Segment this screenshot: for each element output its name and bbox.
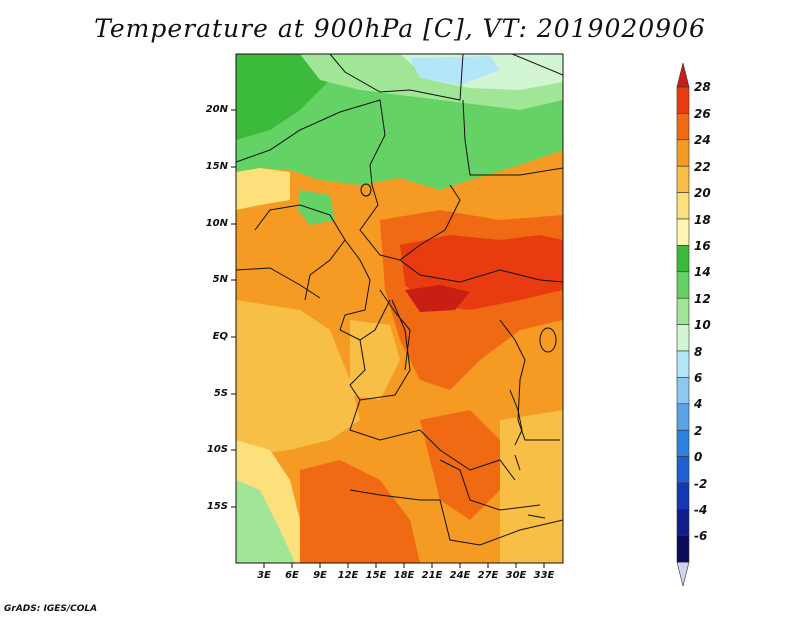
border-cameroon bbox=[339, 239, 391, 341]
colorbar-segment bbox=[676, 192, 690, 220]
colorbar-label: 16 bbox=[694, 239, 711, 253]
lakes bbox=[360, 183, 557, 519]
colorbar-segment bbox=[676, 297, 690, 325]
border-east-lakes bbox=[499, 319, 560, 441]
footer-credit: GrADS: IGES/COLA bbox=[4, 604, 98, 614]
lat-label-15s: 15S bbox=[206, 501, 228, 512]
lat-label-10n: 10N bbox=[205, 218, 228, 229]
map-frame bbox=[235, 53, 564, 564]
lake-kariba bbox=[527, 514, 546, 519]
colorbar-label: 10 bbox=[694, 318, 711, 332]
lake-tanganyika bbox=[509, 389, 523, 446]
border-nigeria bbox=[254, 204, 346, 301]
border-egypt-coast bbox=[510, 54, 563, 76]
border-angola-south bbox=[349, 489, 563, 546]
colorbar-label: 14 bbox=[694, 265, 711, 279]
field-deepred-core bbox=[405, 285, 470, 312]
colorbar-label: 2 bbox=[694, 424, 703, 438]
temperature-field bbox=[236, 54, 563, 563]
field-green-northwest bbox=[236, 54, 330, 140]
lon-label-24e: 24E bbox=[449, 570, 471, 581]
lon-label-27e: 27E bbox=[477, 570, 499, 581]
border-north bbox=[329, 54, 464, 101]
lon-label-15e: 15E bbox=[365, 570, 387, 581]
field-green-southwest bbox=[236, 480, 295, 563]
colorbar-label: 22 bbox=[694, 160, 711, 174]
colorbar-label: 6 bbox=[694, 371, 703, 385]
colorbar-label: 18 bbox=[694, 213, 711, 227]
lon-label-33e: 33E bbox=[533, 570, 555, 581]
lon-label-18e: 18E bbox=[393, 570, 415, 581]
colorbar-segment bbox=[676, 139, 690, 167]
colorbar bbox=[676, 62, 690, 587]
lat-label-eq: EQ bbox=[212, 331, 228, 342]
colorbar-segment bbox=[676, 377, 690, 405]
field-yellow-west bbox=[236, 300, 360, 460]
field-yellow-northwest bbox=[236, 168, 290, 210]
border-niger-chad bbox=[236, 99, 386, 186]
lon-label-12e: 12E bbox=[337, 570, 359, 581]
lake-mweru bbox=[514, 454, 521, 471]
lon-label-9e: 9E bbox=[313, 570, 327, 581]
lake-chad bbox=[360, 183, 372, 197]
field-lightblue-north bbox=[410, 56, 500, 85]
field-yellow-southeast bbox=[500, 410, 563, 563]
colorbar-segment bbox=[676, 403, 690, 431]
border-sudan-north bbox=[462, 99, 563, 176]
lon-label-21e: 21E bbox=[421, 570, 443, 581]
lake-victoria bbox=[539, 327, 557, 353]
lat-ticks bbox=[231, 109, 236, 508]
colorbar-label: 4 bbox=[694, 397, 703, 411]
colorbar-segment bbox=[676, 324, 690, 352]
lat-label-20n: 20N bbox=[205, 104, 228, 115]
colorbar-label: -2 bbox=[694, 477, 708, 491]
field-yellow-gabon bbox=[350, 320, 400, 400]
colorbar-label: 12 bbox=[694, 292, 711, 306]
colorbar-label: 26 bbox=[694, 107, 711, 121]
colorbar-segment bbox=[676, 561, 690, 587]
colorbar-segment bbox=[676, 271, 690, 299]
colorbar-label: -4 bbox=[694, 503, 708, 517]
colorbar-segment bbox=[676, 482, 690, 510]
border-congo-river bbox=[379, 289, 411, 371]
border-zambia bbox=[439, 459, 541, 511]
border-congo bbox=[349, 299, 411, 401]
colorbar-label: 8 bbox=[694, 345, 703, 359]
colorbar-segment bbox=[676, 429, 690, 457]
colorbar-label: -6 bbox=[694, 529, 708, 543]
lon-label-30e: 30E bbox=[505, 570, 527, 581]
border-drc-north bbox=[399, 259, 563, 283]
colorbar-segment bbox=[676, 535, 690, 563]
lon-ticks bbox=[263, 563, 545, 568]
chart-title: Temperature at 900hPa [C], VT: 201902090… bbox=[94, 14, 706, 43]
colorbar-label: 24 bbox=[694, 133, 711, 147]
colorbar-segment bbox=[676, 113, 690, 141]
colorbar-label: 28 bbox=[694, 80, 711, 94]
colorbar-segment bbox=[676, 86, 690, 114]
lat-label-10s: 10S bbox=[206, 444, 228, 455]
field-orange-southcentral bbox=[420, 410, 500, 520]
lat-label-5s: 5S bbox=[213, 388, 228, 399]
border-drc-south bbox=[349, 399, 516, 481]
lon-label-3e: 3E bbox=[257, 570, 271, 581]
coastline-gulf bbox=[236, 267, 321, 299]
lat-label-5n: 5N bbox=[212, 274, 228, 285]
colorbar-segment bbox=[676, 456, 690, 484]
field-green-patch bbox=[298, 190, 335, 225]
lon-label-6e: 6E bbox=[285, 570, 299, 581]
country-borders bbox=[236, 54, 563, 546]
colorbar-segment bbox=[676, 509, 690, 537]
colorbar-segment bbox=[676, 62, 690, 88]
field-orange-south bbox=[300, 460, 420, 563]
colorbar-segment bbox=[676, 218, 690, 246]
colorbar-segment bbox=[676, 350, 690, 378]
lat-label-15n: 15N bbox=[205, 161, 228, 172]
colorbar-segment bbox=[676, 165, 690, 193]
colorbar-segment bbox=[676, 245, 690, 273]
colorbar-label: 20 bbox=[694, 186, 711, 200]
colorbar-label: 0 bbox=[694, 450, 703, 464]
